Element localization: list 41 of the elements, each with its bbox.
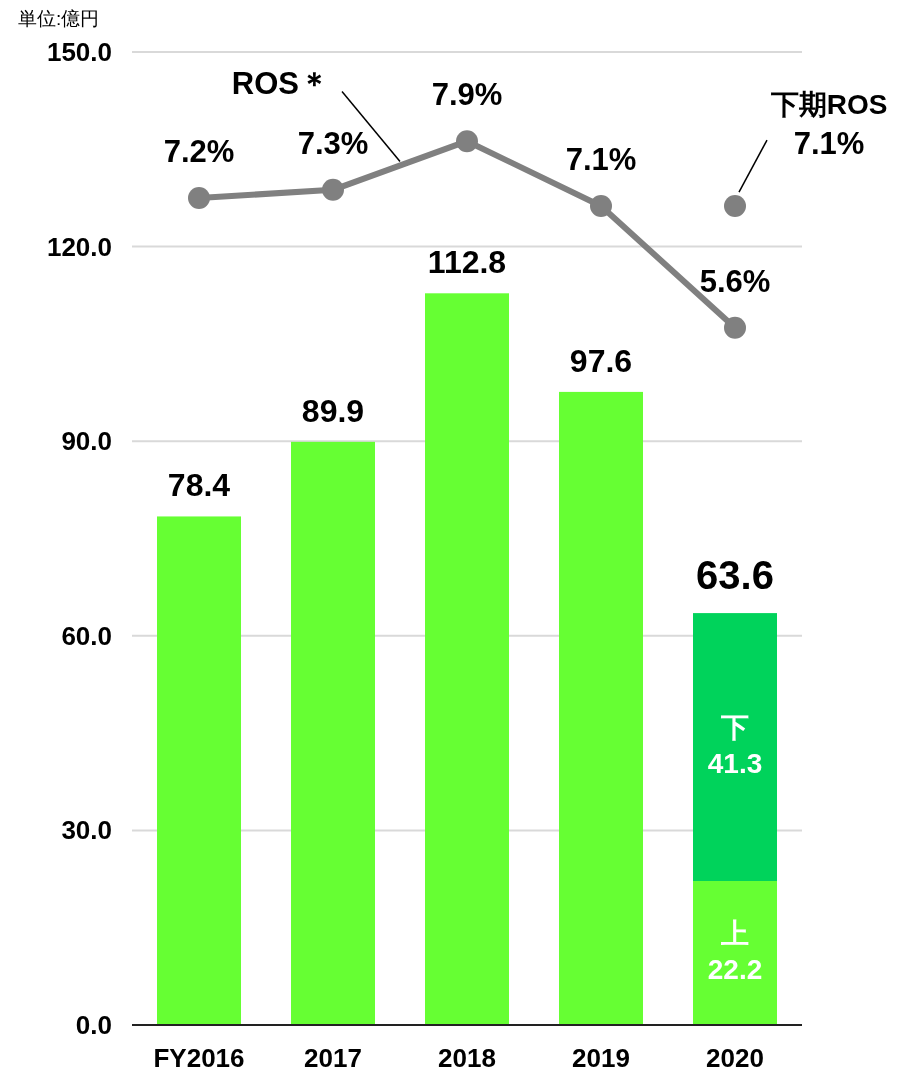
series-label: 上 (720, 918, 749, 949)
y-tick-label: 90.0 (61, 426, 112, 457)
bar (559, 391, 643, 1025)
point (724, 316, 746, 339)
y-tick-label: 30.0 (61, 815, 112, 846)
x-tick-label: 2020 (706, 1043, 764, 1071)
total-label: 63.6 (696, 553, 774, 598)
point (456, 130, 478, 153)
x-tick-label: FY2016 (153, 1043, 245, 1071)
point (188, 186, 210, 209)
text: 下期ROS (770, 89, 888, 121)
bar (425, 293, 509, 1025)
total-label: 97.6 (569, 342, 633, 379)
data-label: 41.3 (707, 748, 763, 780)
data-label: 7.1% (793, 126, 865, 162)
point (322, 178, 344, 201)
series-label: 下 (720, 712, 749, 744)
data-label: 7.2% (163, 133, 235, 169)
y-tick-label: 150.0 (46, 37, 112, 67)
total-label: 78.4 (167, 467, 231, 504)
data-label: 7.1% (565, 142, 637, 178)
point (590, 195, 612, 218)
data-label: 5.6% (699, 263, 771, 299)
bar (157, 516, 241, 1025)
total-label: 89.9 (301, 392, 365, 429)
text: ROS＊ (231, 65, 330, 101)
text: 単位:億円 (18, 8, 100, 29)
bar (291, 441, 375, 1025)
bar (693, 881, 777, 1025)
x-tick-label: 2019 (572, 1043, 630, 1071)
data-label: 7.9% (431, 77, 503, 113)
y-tick-label: 120.0 (46, 231, 112, 262)
y-tick-label: 0.0 (75, 1010, 112, 1040)
bar (693, 613, 777, 881)
x-tick-label: 2017 (304, 1043, 362, 1071)
data-label: 22.2 (707, 954, 763, 985)
x-tick-label: 2018 (438, 1043, 496, 1071)
total-label: 112.8 (427, 244, 507, 281)
point (724, 195, 746, 218)
y-tick-label: 60.0 (61, 620, 112, 651)
data-label: 7.3% (297, 125, 369, 161)
